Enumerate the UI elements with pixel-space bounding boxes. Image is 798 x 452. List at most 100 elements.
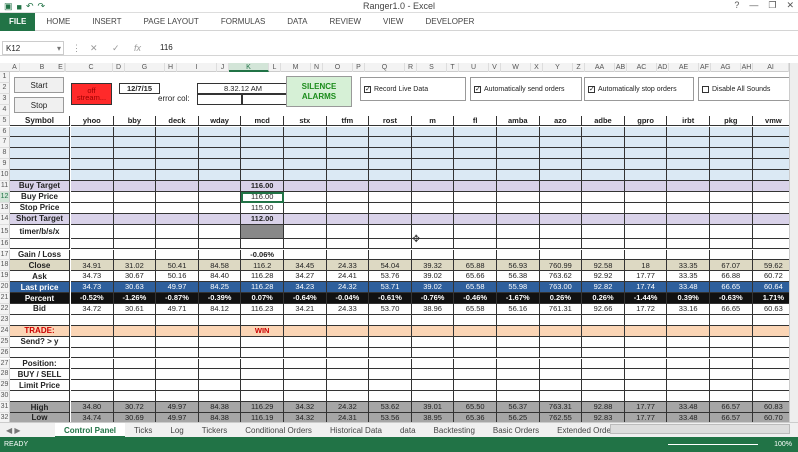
cell[interactable] xyxy=(113,126,157,138)
wday-buysell[interactable] xyxy=(198,369,242,381)
fl-position[interactable] xyxy=(454,358,497,370)
rost-blank[interactable] xyxy=(369,347,412,359)
pkg-limit[interactable] xyxy=(710,380,753,392)
column-header-d[interactable]: D xyxy=(113,63,125,72)
mcd-ask[interactable]: 116.28 xyxy=(241,271,284,283)
amba-stop_price[interactable] xyxy=(497,202,540,214)
bby-blank[interactable] xyxy=(113,238,157,250)
row-label-buy_target[interactable]: Buy Target xyxy=(10,181,70,192)
wday-ask[interactable]: 84.40 xyxy=(198,271,242,283)
adbe-percent[interactable]: 0.26% xyxy=(582,293,625,304)
cell[interactable] xyxy=(326,159,370,171)
horizontal-scrollbar[interactable] xyxy=(610,424,790,434)
cell[interactable] xyxy=(624,159,668,171)
amba-buysell[interactable] xyxy=(497,369,540,381)
sheet-tab-control-panel[interactable]: Control Panel xyxy=(55,422,126,438)
deck-trade[interactable] xyxy=(156,325,199,337)
cell[interactable] xyxy=(539,126,583,138)
cell[interactable] xyxy=(539,137,583,149)
wday-blank[interactable] xyxy=(198,238,242,250)
sheet-tab-backtesting[interactable]: Backtesting xyxy=(433,425,475,435)
m-blank[interactable] xyxy=(411,347,455,359)
mcd-position[interactable] xyxy=(241,358,284,370)
cell[interactable] xyxy=(241,159,284,171)
yhoo-blank[interactable] xyxy=(71,347,114,359)
cell[interactable] xyxy=(667,314,710,326)
sheet-tab-extended-order-attribu-[interactable]: Extended Order Attribu... xyxy=(557,425,646,435)
cell[interactable] xyxy=(284,159,327,171)
irbt-short_target[interactable] xyxy=(667,213,710,225)
zoom-level[interactable]: 100% xyxy=(774,441,792,448)
wday-bid[interactable]: 84.12 xyxy=(198,304,242,315)
row-header-4[interactable]: 4 xyxy=(0,104,10,116)
yhoo-buy_target[interactable] xyxy=(71,181,114,192)
bby-trade[interactable] xyxy=(113,325,157,337)
cell[interactable] xyxy=(667,159,710,171)
symbol-deck[interactable]: deck xyxy=(156,115,199,127)
tfm-timer[interactable] xyxy=(326,224,370,239)
mcd-buy_target[interactable]: 116.00 xyxy=(241,181,284,192)
row-header-9[interactable]: 9 xyxy=(0,159,10,171)
pkg-gain[interactable] xyxy=(710,249,753,261)
yhoo-high[interactable]: 34.80 xyxy=(71,402,114,413)
column-header-l[interactable]: L xyxy=(269,63,281,72)
adbe-gain[interactable] xyxy=(582,249,625,261)
deck-blank[interactable] xyxy=(156,347,199,359)
column-header-u[interactable]: U xyxy=(459,63,489,72)
rost-trade[interactable] xyxy=(369,325,412,337)
column-header-n[interactable]: N xyxy=(311,63,323,72)
amba-buy_price[interactable] xyxy=(497,191,540,203)
azo-close[interactable]: 760.99 xyxy=(539,260,583,272)
mcd-trade[interactable]: WIN xyxy=(241,325,284,337)
cell[interactable] xyxy=(156,148,199,160)
gpro-last[interactable]: 17.74 xyxy=(624,282,668,294)
rost-close[interactable]: 54.04 xyxy=(369,260,412,272)
row-label-stop_price[interactable]: Stop Price xyxy=(10,202,70,214)
gpro-short_target[interactable] xyxy=(624,213,668,225)
stx-send[interactable] xyxy=(284,336,327,348)
m-stop_price[interactable] xyxy=(411,202,455,214)
column-header-ae[interactable]: AE xyxy=(669,63,699,72)
deck-timer[interactable] xyxy=(156,224,199,239)
disable-sounds-checkbox[interactable]: Disable All Sounds xyxy=(698,77,790,101)
bby-blank[interactable] xyxy=(113,347,157,359)
amba-buy_target[interactable] xyxy=(497,181,540,192)
row-header-6[interactable]: 6 xyxy=(0,126,10,138)
symbol-tfm[interactable]: tfm xyxy=(326,115,370,127)
row-header-15[interactable]: 15 xyxy=(0,224,10,239)
gpro-buy_target[interactable] xyxy=(624,181,668,192)
tab-view[interactable]: VIEW xyxy=(383,17,404,26)
azo-high[interactable]: 763.31 xyxy=(539,402,583,413)
rost-stop_price[interactable] xyxy=(369,202,412,214)
cell[interactable] xyxy=(71,148,114,160)
cell[interactable] xyxy=(497,170,540,181)
irbt-position[interactable] xyxy=(667,358,710,370)
cell[interactable] xyxy=(241,170,284,181)
cell[interactable] xyxy=(113,137,157,149)
deck-high[interactable]: 49.97 xyxy=(156,402,199,413)
cell[interactable] xyxy=(497,137,540,149)
tfm-short_target[interactable] xyxy=(326,213,370,225)
stx-limit[interactable] xyxy=(284,380,327,392)
row-header-22[interactable]: 22 xyxy=(0,304,10,315)
cell[interactable] xyxy=(284,170,327,181)
chevron-down-icon[interactable]: ▾ xyxy=(56,44,61,53)
fl-close[interactable]: 65.88 xyxy=(454,260,497,272)
gpro-gain[interactable] xyxy=(624,249,668,261)
m-trade[interactable] xyxy=(411,325,455,337)
row-label-bid[interactable]: Bid xyxy=(10,304,70,315)
spreadsheet-grid[interactable]: Start Stop off stream... 12/7/15 8.32.12… xyxy=(10,72,798,424)
amba-blank[interactable] xyxy=(497,391,540,403)
amba-send[interactable] xyxy=(497,336,540,348)
rost-short_target[interactable] xyxy=(369,213,412,225)
stx-close[interactable]: 34.45 xyxy=(284,260,327,272)
blank-label[interactable] xyxy=(10,170,70,181)
column-header-h[interactable]: H xyxy=(165,63,177,72)
yhoo-bid[interactable]: 34.72 xyxy=(71,304,114,315)
cell[interactable] xyxy=(241,137,284,149)
deck-blank[interactable] xyxy=(156,391,199,403)
adbe-close[interactable]: 92.58 xyxy=(582,260,625,272)
irbt-close[interactable]: 33.35 xyxy=(667,260,710,272)
cell[interactable] xyxy=(71,126,114,138)
fl-timer[interactable] xyxy=(454,224,497,239)
